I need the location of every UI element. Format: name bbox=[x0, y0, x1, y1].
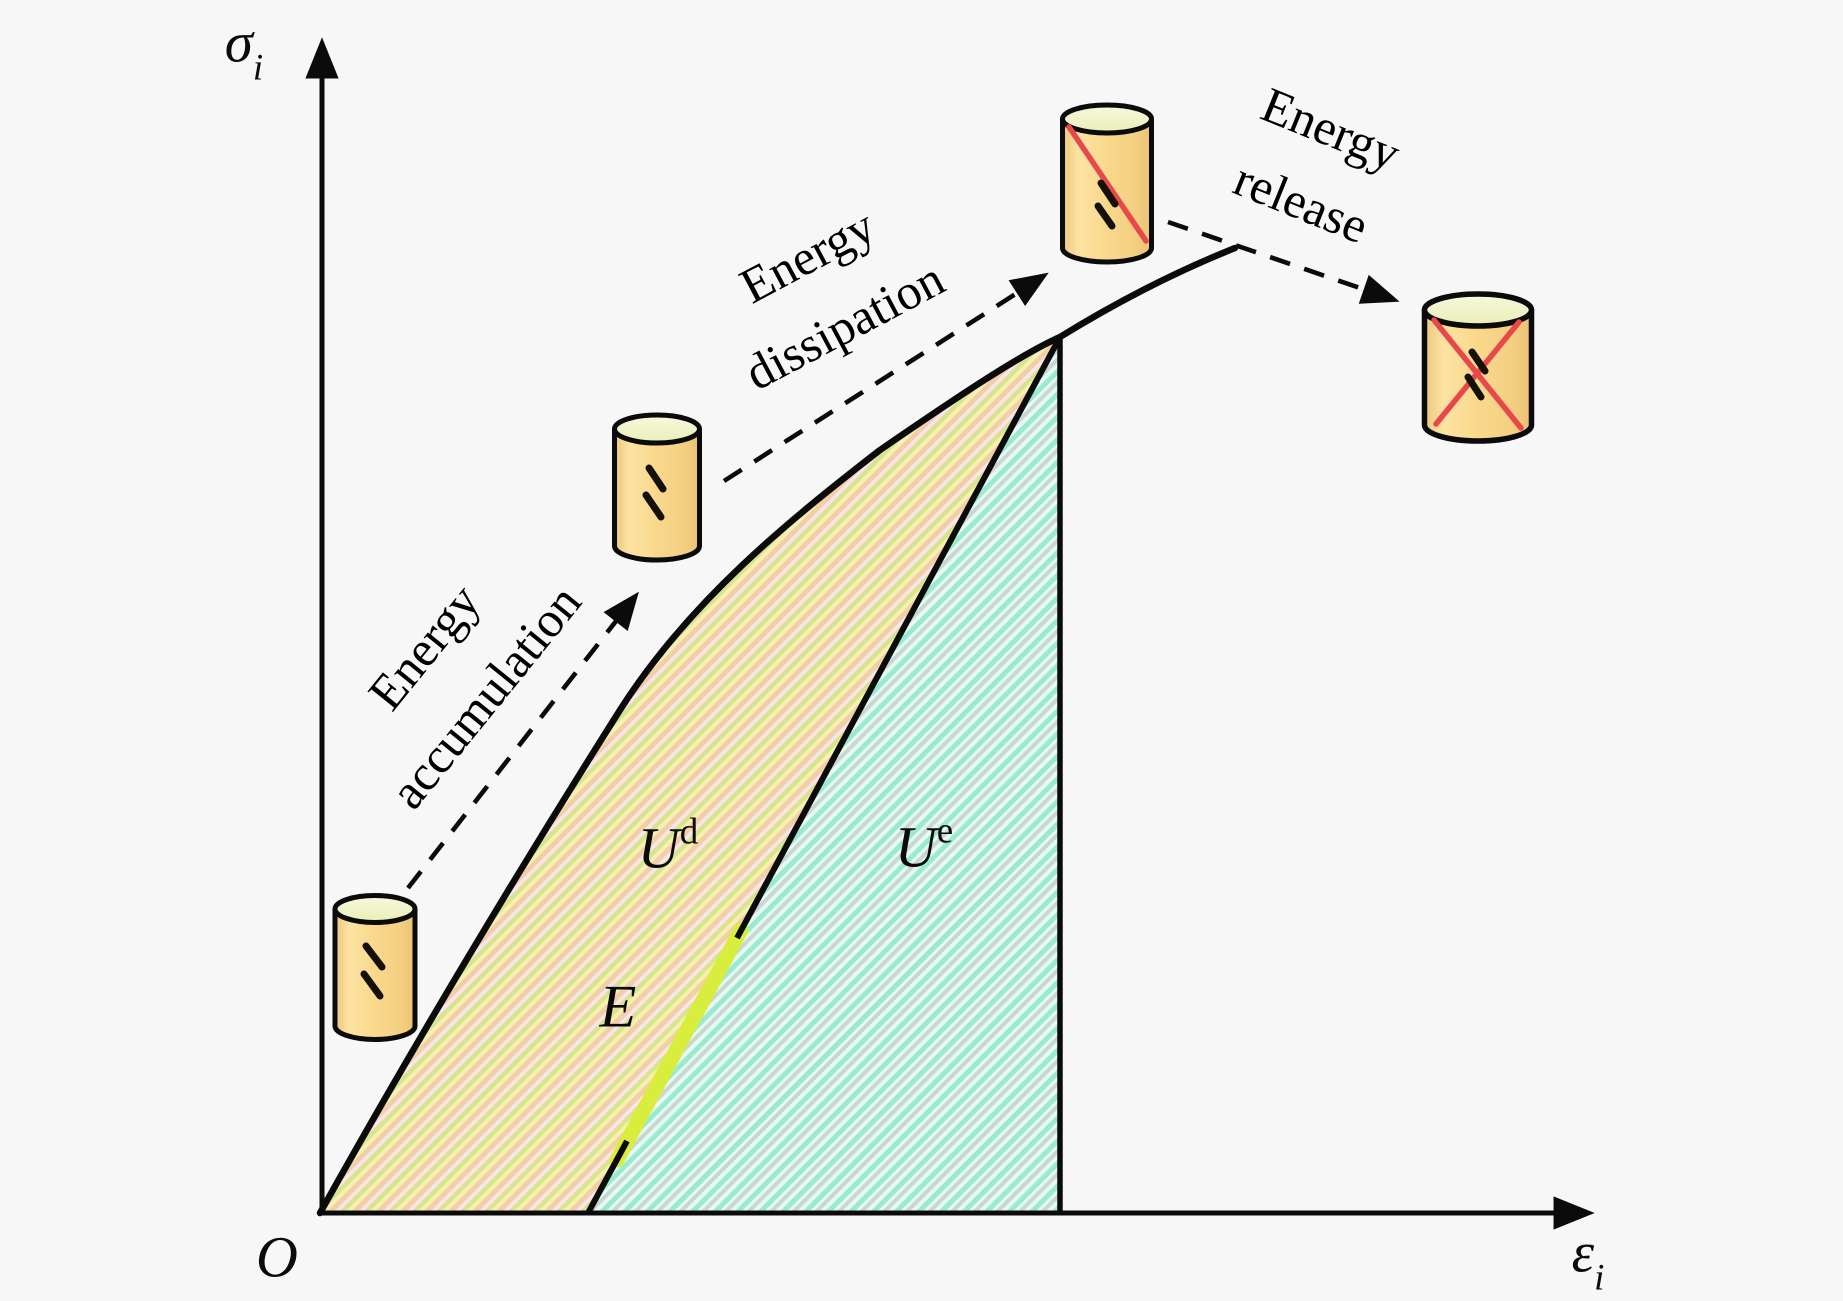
elastic-energy-label: Ue bbox=[894, 810, 954, 880]
unloading-line-upper bbox=[734, 335, 1063, 940]
shear-plane-mark bbox=[1066, 124, 1149, 244]
y-axis-label: σi bbox=[225, 11, 263, 90]
unloading-modulus-line bbox=[585, 335, 1063, 1215]
elastic-modulus-label: E bbox=[599, 973, 637, 1040]
origin-label: O bbox=[256, 1224, 298, 1290]
rock-specimen-icon-failed bbox=[1421, 291, 1535, 444]
modulus-highlight-segment bbox=[609, 922, 749, 1168]
energy-release-arrow bbox=[1167, 219, 1400, 304]
rock-specimen-icon-crack-growth bbox=[612, 412, 702, 563]
energy-dissipation-arrow bbox=[722, 272, 1049, 483]
crack-marks bbox=[1094, 179, 1119, 230]
rock-specimen-icon-macrocrack bbox=[1060, 102, 1154, 265]
energy-accumulation-arrow bbox=[406, 591, 639, 890]
sigma-symbol: σ bbox=[224, 11, 253, 75]
axes bbox=[305, 37, 1595, 1230]
dissipated-energy-region bbox=[320, 337, 1060, 1213]
crack-marks bbox=[642, 464, 667, 521]
x-axis-label: εi bbox=[1572, 1221, 1605, 1300]
rock-specimen-icon-microcracks bbox=[332, 893, 418, 1042]
crack-marks bbox=[360, 942, 386, 1000]
dissipated-energy-label: Ud bbox=[637, 811, 699, 881]
stress-strain-curve bbox=[316, 244, 1239, 1217]
unloading-line-lower bbox=[585, 1139, 630, 1215]
epsilon-symbol: ε bbox=[1571, 1221, 1595, 1285]
sigma-subscript: i bbox=[252, 47, 264, 89]
failure-x-mark bbox=[1431, 317, 1524, 431]
crack-marks bbox=[1464, 348, 1489, 401]
stage-arrows bbox=[406, 219, 1400, 890]
epsilon-subscript: i bbox=[1594, 1257, 1605, 1299]
